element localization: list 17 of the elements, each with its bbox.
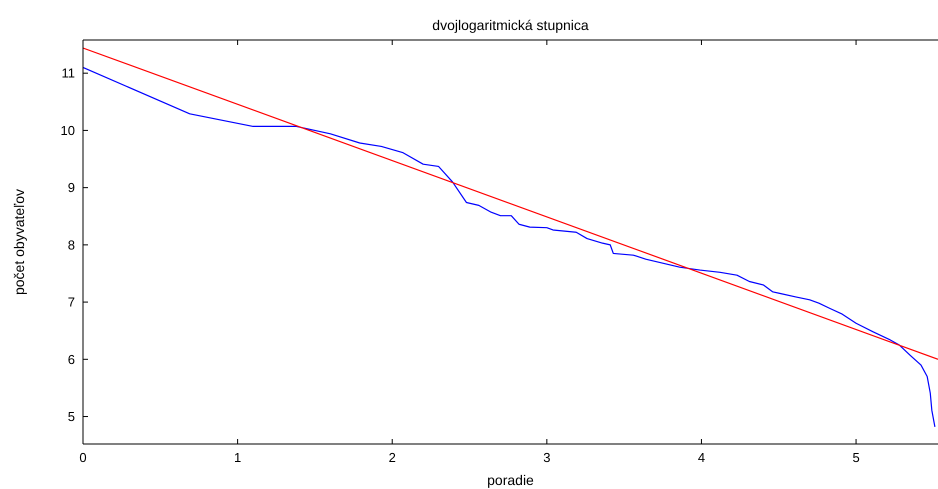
chart-title: dvojlogaritmická stupnica: [432, 17, 589, 33]
x-tick-label: 0: [79, 450, 87, 465]
y-tick-label: 6: [68, 352, 75, 367]
x-axis-title: poradie: [487, 472, 534, 488]
y-tick-label: 11: [62, 66, 75, 81]
x-tick-label: 1: [234, 450, 242, 465]
y-tick-label: 7: [68, 294, 75, 310]
y-tick-label: 5: [68, 409, 75, 424]
y-tick-label: 9: [68, 180, 75, 196]
x-tick-label: 3: [543, 450, 550, 465]
x-tick-label: 2: [388, 450, 396, 465]
y-tick-label: 8: [68, 237, 75, 252]
x-tick-label: 4: [698, 450, 706, 465]
x-tick-label: 5: [852, 450, 860, 465]
line-series: [83, 66, 936, 428]
y-axis-title: počet obyvateľov: [11, 188, 27, 296]
y-tick-label: 10: [60, 122, 75, 138]
